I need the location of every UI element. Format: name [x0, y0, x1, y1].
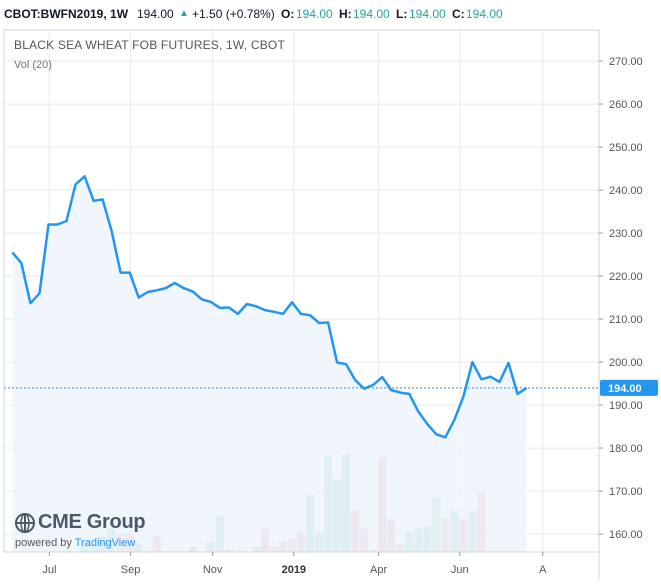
y-tick-label: 160.00	[609, 529, 643, 541]
y-tick-label: 200.00	[609, 357, 643, 369]
y-tick-label: 260.00	[609, 99, 643, 111]
y-tick-label: 190.00	[609, 400, 643, 412]
y-tick-label: 170.00	[609, 486, 643, 498]
powered-by-label: powered by	[15, 537, 72, 549]
low-value: 194.00	[409, 7, 446, 21]
y-tick-label: 240.00	[609, 185, 643, 197]
symbol-label[interactable]: CBOT:BWFN2019, 1W	[4, 7, 129, 21]
y-tick-label: 180.00	[609, 443, 643, 455]
powered-by-text: powered by TradingView	[15, 537, 135, 549]
low-label: L:	[396, 7, 408, 21]
high-value: 194.00	[353, 7, 390, 21]
y-tick-label: 220.00	[609, 271, 643, 283]
y-axis[interactable]: 160.00 170.00 180.00 190.00 200.00 210.00 220.…	[599, 56, 643, 541]
close-label: C:	[452, 7, 465, 21]
y-tick-label: 210.00	[609, 314, 643, 326]
open-value: 194.00	[296, 7, 333, 21]
cme-brand-text: CME Group	[38, 511, 146, 533]
last-price-badge-text: 194.00	[608, 383, 642, 395]
open-label: O:	[281, 7, 295, 21]
symbol-header: CBOT:BWFN2019, 1W 194.00 ▲ +1.50 (+0.78%…	[0, 0, 661, 30]
volume-indicator-label[interactable]: Vol (20)	[14, 59, 52, 71]
x-tick-label: Nov	[203, 564, 223, 576]
chart-title: BLACK SEA WHEAT FOB FUTURES, 1W, CBOT	[14, 38, 285, 52]
high-label: H:	[339, 7, 352, 21]
x-tick-label: Sep	[121, 564, 141, 576]
y-tick-label: 230.00	[609, 228, 643, 240]
x-axis[interactable]: Jul Sep Nov 2019 Apr Jun A	[42, 552, 547, 576]
x-tick-label: Jul	[42, 564, 56, 576]
x-tick-label: 2019	[282, 564, 306, 576]
x-tick-label: Jun	[451, 564, 469, 576]
price-change: +1.50 (+0.78%)	[192, 7, 275, 21]
cme-globe-icon	[15, 513, 35, 533]
close-value: 194.00	[466, 7, 503, 21]
last-price-badge: 194.00	[600, 379, 658, 396]
up-triangle-icon: ▲	[179, 8, 189, 19]
y-tick-label: 270.00	[609, 56, 643, 68]
x-tick-label: Apr	[370, 564, 387, 576]
y-tick-label: 250.00	[609, 142, 643, 154]
pane-border	[3, 29, 600, 580]
price-area-fill	[12, 176, 527, 553]
x-tick-label: A	[539, 564, 547, 576]
last-price: 194.00	[137, 7, 174, 21]
price-line	[11, 175, 528, 439]
tradingview-link[interactable]: TradingView	[74, 537, 136, 549]
